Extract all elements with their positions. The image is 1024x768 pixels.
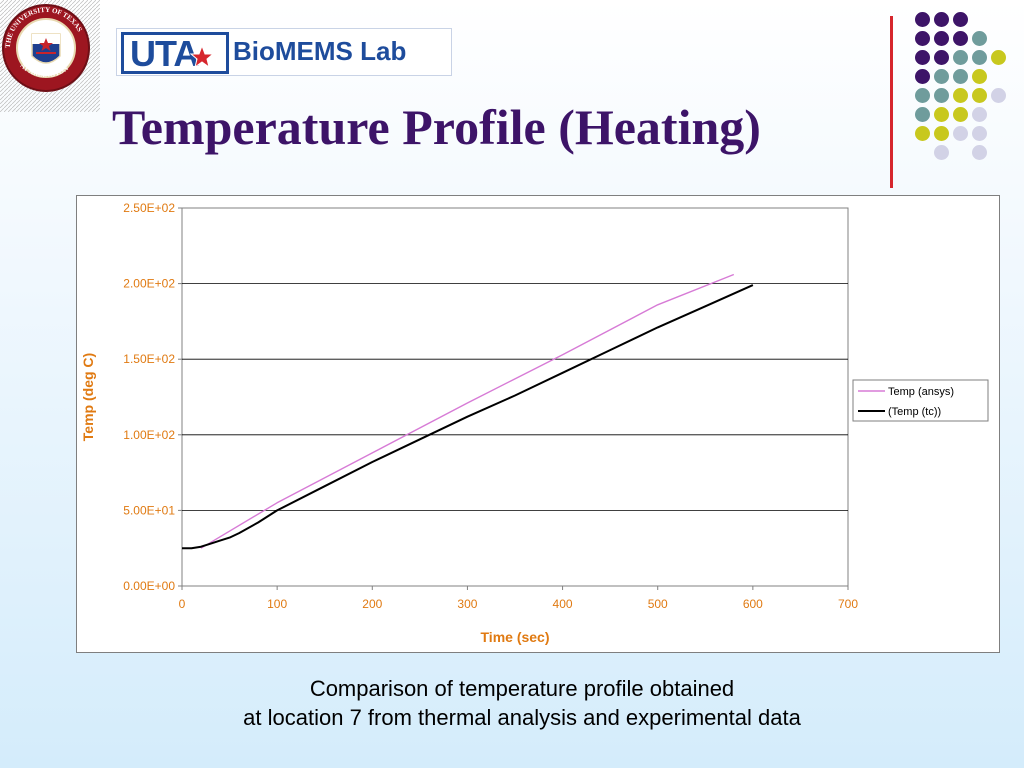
y-tick-label: 1.00E+02: [123, 428, 175, 442]
decor-dot: [915, 69, 930, 84]
slide-title: Temperature Profile (Heating): [112, 99, 761, 155]
y-axis-label: Temp (deg C): [80, 353, 96, 441]
plot-area: [181, 207, 849, 587]
series-line-ansys: [200, 273, 735, 549]
x-tick-label: 700: [838, 597, 858, 611]
decor-dot: [972, 126, 987, 141]
decor-dot: [972, 145, 987, 160]
accent-divider: [890, 16, 893, 188]
y-tick-label: 1.50E+02: [123, 352, 175, 366]
chart-canvas: 0.00E+00 5.00E+01 1.00E+02 1.50E+02 2.00E+02…: [80, 201, 989, 645]
decor-dot: [953, 31, 968, 46]
decor-dot: [915, 88, 930, 103]
biomems-lab-label: BioMEMS Lab: [233, 36, 407, 66]
x-tick-label: 100: [267, 597, 287, 611]
decor-dot: [991, 88, 1006, 103]
caption-line-1: Comparison of temperature profile obtain…: [309, 676, 735, 701]
x-tick-label: 500: [648, 597, 668, 611]
star-icon: [190, 45, 214, 69]
decor-dot: [972, 50, 987, 65]
decor-dot: [915, 12, 930, 27]
decor-dot: [934, 145, 949, 160]
decor-dot: [934, 107, 949, 122]
legend-label-tc: (Temp (tc)): [888, 406, 941, 418]
x-tick-label: 300: [457, 597, 477, 611]
decor-dot: [972, 31, 987, 46]
decor-dot: [953, 12, 968, 27]
lab-brand-logo: UTA BioMEMS Lab: [116, 28, 452, 76]
decor-dot: [915, 50, 930, 65]
decor-dot: [934, 12, 949, 27]
decor-dot: [934, 50, 949, 65]
decor-dot: [991, 50, 1006, 65]
decor-dot: [934, 69, 949, 84]
legend-label-ansys: Temp (ansys): [888, 386, 954, 398]
y-tick-label: 5.00E+01: [123, 503, 175, 517]
figure-caption: Comparison of temperature profile obtain…: [0, 674, 1024, 732]
y-tick-label: 2.00E+02: [123, 277, 175, 291]
uta-logo-text: UTA: [130, 33, 199, 74]
decor-dot: [972, 69, 987, 84]
decor-dot: [953, 50, 968, 65]
decor-dot: [934, 126, 949, 141]
caption-line-2: at location 7 from thermal analysis and …: [243, 705, 801, 730]
y-tick-label: 0.00E+00: [123, 579, 175, 593]
x-tick-label: 200: [362, 597, 382, 611]
decor-dot: [953, 88, 968, 103]
chart-legend: Temp (ansys) (Temp (tc)): [852, 379, 989, 422]
temperature-chart: 0.00E+00 5.00E+01 1.00E+02 1.50E+02 2.00E+02…: [76, 195, 1000, 653]
decorative-dot-grid: [906, 12, 1024, 168]
decor-dot: [972, 107, 987, 122]
x-tick-label: 0: [179, 597, 186, 611]
decor-dot: [953, 126, 968, 141]
uta-logo: UTA: [121, 32, 229, 74]
x-axis-label: Time (sec): [481, 629, 550, 645]
decor-dot: [915, 126, 930, 141]
decor-dot: [934, 88, 949, 103]
decor-dot: [972, 88, 987, 103]
decor-dot: [934, 31, 949, 46]
decor-dot: [915, 31, 930, 46]
series-line-tc: [182, 284, 754, 550]
decor-dot: [915, 107, 930, 122]
x-tick-label: 600: [743, 597, 763, 611]
x-tick-label: 400: [553, 597, 573, 611]
decor-dot: [953, 69, 968, 84]
y-tick-label: 2.50E+02: [123, 201, 175, 215]
decor-dot: [953, 107, 968, 122]
university-seal-logo: THE UNIVERSITY OF TEXAS AT ARLINGTON: [0, 0, 100, 112]
